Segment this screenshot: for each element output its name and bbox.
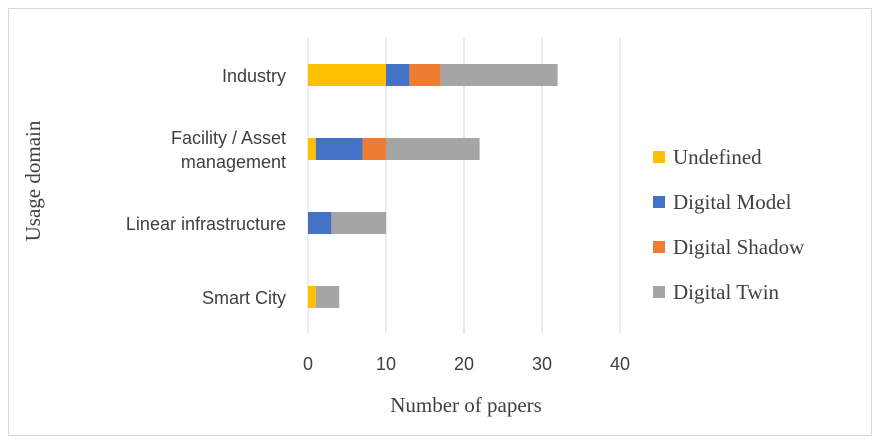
legend: Undefined Digital Model Digital Shadow Digi…: [653, 145, 805, 304]
category-label: Facility / Asset management: [171, 128, 286, 172]
bar-segment: [315, 286, 340, 308]
bar-segment: [308, 64, 386, 86]
legend-swatch: [653, 241, 665, 253]
legend-item: Undefined: [653, 145, 762, 169]
legend-label: Undefined: [673, 145, 762, 169]
bar-segment: [362, 138, 386, 160]
legend-item: Digital Shadow: [653, 235, 805, 259]
bar-segment: [315, 138, 363, 160]
x-tick-label: 40: [610, 354, 630, 374]
category-label: Smart City: [202, 288, 286, 308]
category-labels: Industry Facility / Asset management Linear…: [126, 66, 286, 308]
bar-segment: [308, 286, 316, 308]
bar-segment: [386, 64, 410, 86]
legend-label: Digital Twin: [673, 280, 780, 304]
legend-swatch: [653, 286, 665, 298]
grid-lines: [307, 38, 621, 334]
x-tick-label: 0: [303, 354, 313, 374]
x-tick-label: 10: [376, 354, 396, 374]
legend-swatch: [653, 196, 665, 208]
x-axis-title: Number of papers: [390, 393, 542, 417]
legend-item: Digital Twin: [653, 280, 780, 304]
x-tick-labels: 0 10 20 30 40: [303, 354, 630, 374]
bar-segment: [409, 64, 441, 86]
legend-item: Digital Model: [653, 190, 792, 214]
legend-swatch: [653, 151, 665, 163]
legend-label: Digital Shadow: [673, 235, 805, 259]
x-tick-label: 30: [532, 354, 552, 374]
category-label: Linear infrastructure: [126, 214, 286, 234]
bar-segment: [440, 64, 558, 86]
y-axis-title: Usage domain: [21, 120, 45, 241]
bar-segment: [308, 212, 332, 234]
x-tick-label: 20: [454, 354, 474, 374]
bar-segment: [331, 212, 386, 234]
category-label: Industry: [222, 66, 286, 86]
bar-segment: [308, 138, 316, 160]
bar-segment: [386, 138, 480, 160]
bars: [308, 64, 558, 308]
legend-label: Digital Model: [673, 190, 792, 214]
